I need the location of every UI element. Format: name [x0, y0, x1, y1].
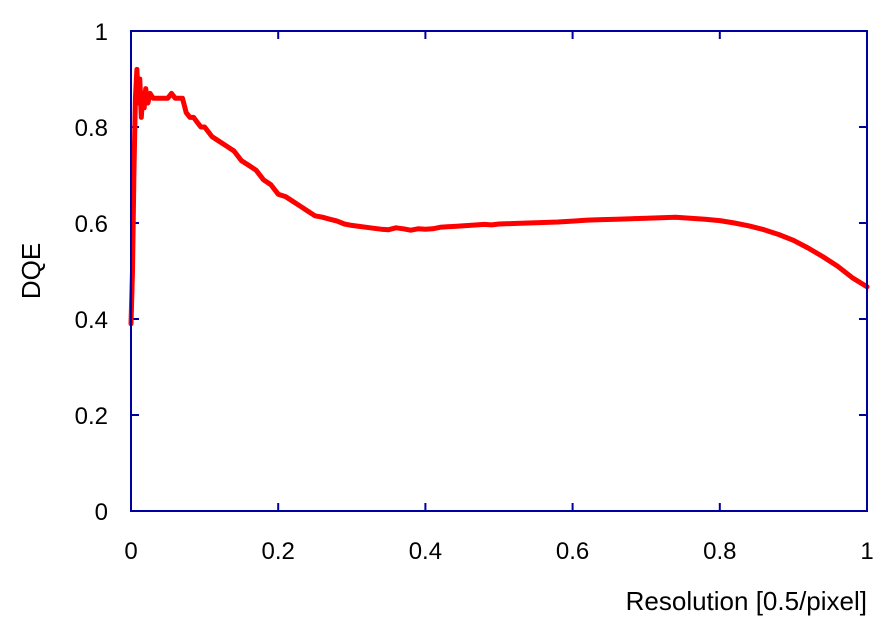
- series-layer: [128, 66, 870, 327]
- x-tick-label: 1: [860, 538, 873, 565]
- x-axis-label: Resolution [0.5/pixel]: [626, 586, 867, 616]
- x-tick-label: 0.6: [556, 538, 589, 565]
- y-tick-label: 1: [95, 19, 108, 46]
- series-line-0: [128, 66, 870, 327]
- tick-labels-layer: 0 0.2 0.4 0.6 0.8 1 0 0.2 0.4 0.6 0.8 1: [75, 19, 874, 565]
- y-tick-label: 0: [95, 499, 108, 526]
- x-tick-label: 0.4: [409, 538, 442, 565]
- x-tick-label: 0.2: [262, 538, 295, 565]
- y-axis-label: DQE: [16, 243, 46, 299]
- ticks-layer: [130, 30, 868, 512]
- plot-frame: [130, 30, 868, 512]
- x-tick-label: 0: [124, 538, 137, 565]
- y-tick-label: 0.4: [75, 307, 108, 334]
- y-tick-label: 0.8: [75, 115, 108, 142]
- x-tick-label: 0.8: [703, 538, 736, 565]
- y-tick-label: 0.6: [75, 211, 108, 238]
- y-tick-label: 0.2: [75, 403, 108, 430]
